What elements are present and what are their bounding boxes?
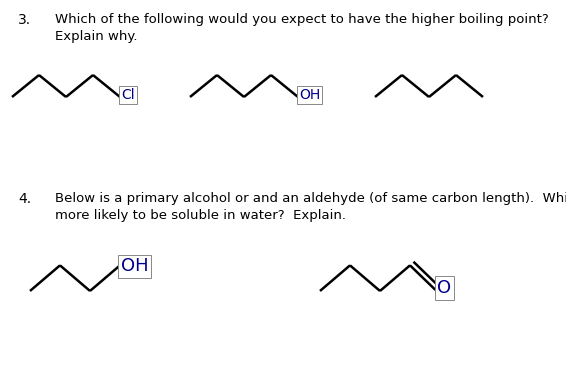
Text: O: O [438, 279, 452, 297]
Text: OH: OH [299, 88, 320, 102]
Text: 4.: 4. [18, 192, 31, 206]
Text: Cl: Cl [121, 88, 135, 102]
Text: Below is a primary alcohol or and an aldehyde (of same carbon length).  Which is: Below is a primary alcohol or and an ald… [55, 192, 566, 205]
Text: Explain why.: Explain why. [55, 30, 138, 43]
Text: OH: OH [121, 257, 149, 275]
Text: more likely to be soluble in water?  Explain.: more likely to be soluble in water? Expl… [55, 209, 346, 223]
Text: Which of the following would you expect to have the higher boiling point?: Which of the following would you expect … [55, 13, 549, 26]
Text: 3.: 3. [18, 13, 31, 27]
